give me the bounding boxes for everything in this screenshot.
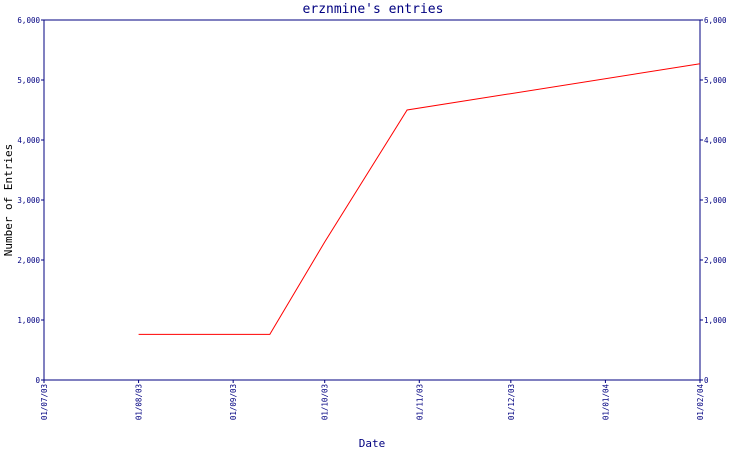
y-tick-label-right: 2,000 <box>704 256 727 265</box>
y-tick-label-left: 5,000 <box>17 76 40 85</box>
y-tick-label-left: 4,000 <box>17 136 40 145</box>
x-tick-label: 01/02/04 <box>696 384 705 421</box>
x-tick-label: 01/01/04 <box>601 384 610 421</box>
y-tick-label-left: 0 <box>35 376 40 385</box>
y-tick-label-left: 1,000 <box>17 316 40 325</box>
y-tick-label-left: 2,000 <box>17 256 40 265</box>
chart-title: erznmine's entries <box>303 2 444 17</box>
y-axis-right: 0 1,000 2,000 3,000 4,000 5,000 6,000 <box>700 16 727 385</box>
x-axis-title: Date <box>359 437 386 450</box>
y-tick-label-right: 5,000 <box>704 76 727 85</box>
y-tick-label-right: 0 <box>704 376 709 385</box>
x-tick-label: 01/08/03 <box>135 384 144 420</box>
y-tick-label-right: 4,000 <box>704 136 727 145</box>
y-axis-left: 0 1,000 2,000 3,000 4,000 5,000 6,000 <box>17 16 44 385</box>
series-line-0 <box>138 63 701 335</box>
y-tick-label-right: 3,000 <box>704 196 727 205</box>
y-tick-label-left: 3,000 <box>17 196 40 205</box>
x-tick-label: 01/10/03 <box>321 384 330 420</box>
x-axis: 01/07/03 01/08/03 01/09/03 01/10/03 01/11/03… <box>40 380 705 420</box>
plot-frame <box>43 19 701 381</box>
y-tick-label-left: 6,000 <box>17 16 40 25</box>
y-tick-label-right: 1,000 <box>704 316 727 325</box>
series-layer <box>138 63 701 335</box>
x-tick-label: 01/11/03 <box>415 384 424 420</box>
y-tick-label-right: 6,000 <box>704 16 727 25</box>
x-tick-label: 01/07/03 <box>40 384 49 420</box>
y-axis-title: Number of Entries <box>2 144 15 257</box>
x-tick-label: 01/09/03 <box>229 384 238 420</box>
x-tick-label: 01/12/03 <box>507 384 516 420</box>
